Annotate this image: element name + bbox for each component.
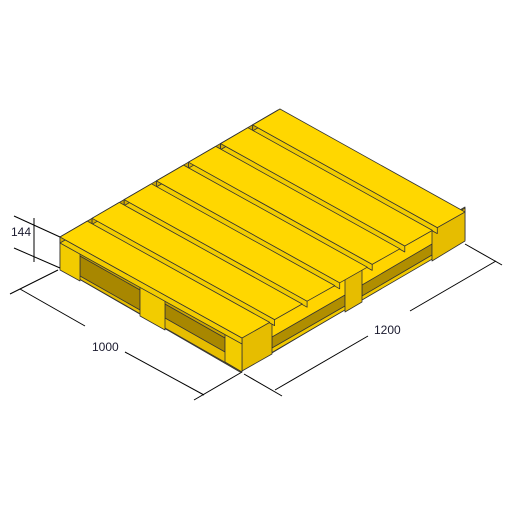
top-deck xyxy=(59,108,466,345)
pallet-left-side xyxy=(59,236,243,373)
width-dim-end-extension xyxy=(193,371,243,401)
length-dim-end-extension xyxy=(464,243,503,266)
width-label: 1000 xyxy=(92,340,119,354)
deck-board xyxy=(220,127,433,247)
dimensions: 144 1000 1200 xyxy=(9,215,503,401)
deck-board xyxy=(59,220,271,339)
length-label: 1200 xyxy=(374,323,401,337)
height-dim-bottom-extension xyxy=(13,247,61,269)
deck-board xyxy=(91,201,303,321)
length-dim-start-extension xyxy=(243,373,283,397)
deck-board xyxy=(123,183,336,302)
height-dim-top-extension xyxy=(13,215,61,238)
length-dim-line-b xyxy=(409,260,497,312)
width-dim-line-b xyxy=(124,351,205,396)
deck-board xyxy=(155,164,368,284)
pallet xyxy=(59,108,466,373)
width-dim-line-a xyxy=(19,288,86,327)
height-label: 144 xyxy=(11,225,31,239)
deck-board xyxy=(188,145,401,265)
deck-board xyxy=(252,108,466,229)
width-dim-start-extension xyxy=(9,269,59,295)
length-dim-line-a xyxy=(274,335,369,391)
